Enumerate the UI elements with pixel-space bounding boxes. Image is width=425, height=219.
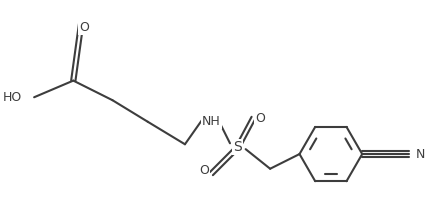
Text: S: S (233, 140, 242, 154)
Text: HO: HO (3, 91, 23, 104)
Text: O: O (200, 164, 210, 177)
Text: O: O (79, 21, 89, 34)
Text: NH: NH (202, 115, 221, 128)
Text: O: O (255, 112, 265, 125)
Text: N: N (416, 148, 425, 161)
